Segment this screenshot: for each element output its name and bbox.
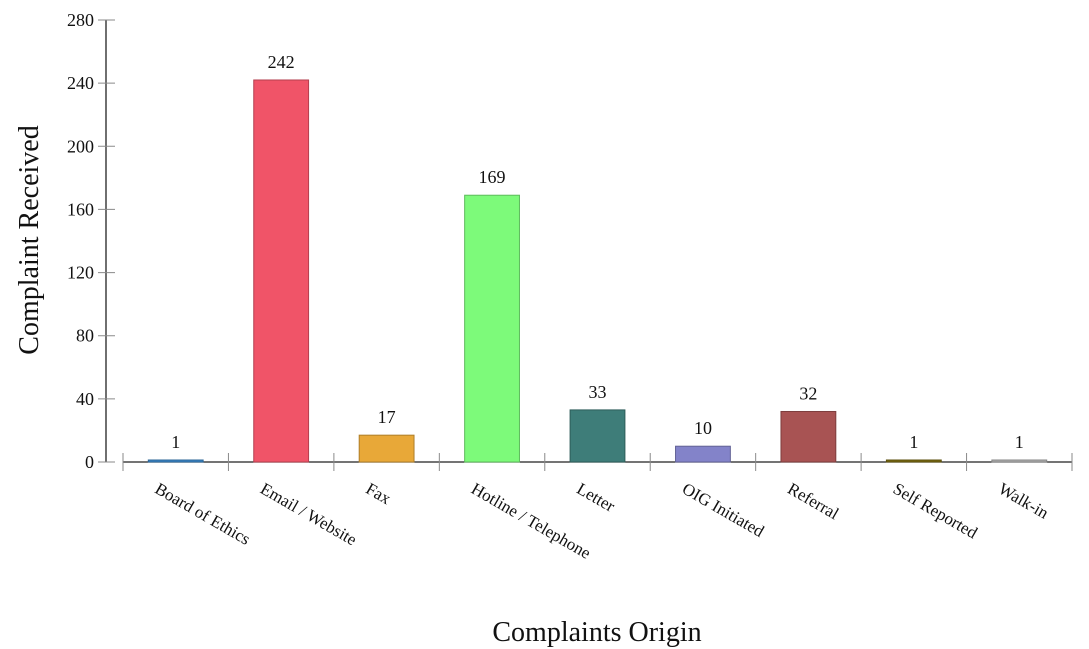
x-tick-label: Referral <box>784 479 842 523</box>
y-axis: 0 40 80 120 160 200 240 280 <box>67 10 115 472</box>
y-axis-title: Complaint Received <box>14 125 45 354</box>
x-axis-title: Complaints Origin <box>492 617 701 648</box>
bar-value-label: 1 <box>1015 432 1024 452</box>
bar <box>358 434 415 463</box>
bar-value-label: 17 <box>378 407 396 427</box>
bar-value-label: 10 <box>694 418 712 438</box>
bar-value-label: 1 <box>909 432 918 452</box>
x-tick-label: Email / Website <box>257 479 360 549</box>
bar-series <box>147 79 1048 463</box>
x-axis: Board of Ethics Email / Website Fax Hotline… <box>122 453 1073 563</box>
bar-value-label: 169 <box>479 167 506 187</box>
x-tick-label: Walk-in <box>995 479 1052 523</box>
x-tick-label: Letter <box>574 479 619 516</box>
y-tick-label: 80 <box>76 326 94 346</box>
bar-value-label: 242 <box>268 52 295 72</box>
bar-value-label: 32 <box>799 383 817 403</box>
bar-value-label: 33 <box>589 382 607 402</box>
bar <box>253 79 310 463</box>
y-tick-label: 240 <box>67 73 94 93</box>
bar <box>569 409 626 463</box>
bar <box>780 410 837 463</box>
y-tick-label: 40 <box>76 389 94 409</box>
bar-value-label: 1 <box>171 432 180 452</box>
y-tick-label: 120 <box>67 263 94 283</box>
y-tick-label: 0 <box>85 452 94 472</box>
bar <box>885 459 942 463</box>
bar <box>991 459 1048 463</box>
y-tick-label: 280 <box>67 10 94 30</box>
y-tick-label: 200 <box>67 136 94 156</box>
x-tick-label: Fax <box>363 479 395 508</box>
bar <box>464 194 520 463</box>
y-tick-label: 160 <box>67 199 94 219</box>
bar-data-labels: 1 242 17 169 33 10 32 1 1 <box>171 52 1024 452</box>
x-tick-label: Self Reported <box>890 479 981 543</box>
bar <box>147 459 204 463</box>
x-tick-label: Board of Ethics <box>152 479 254 549</box>
bar <box>675 445 731 463</box>
x-tick-label: OIG Initiated <box>679 479 768 541</box>
